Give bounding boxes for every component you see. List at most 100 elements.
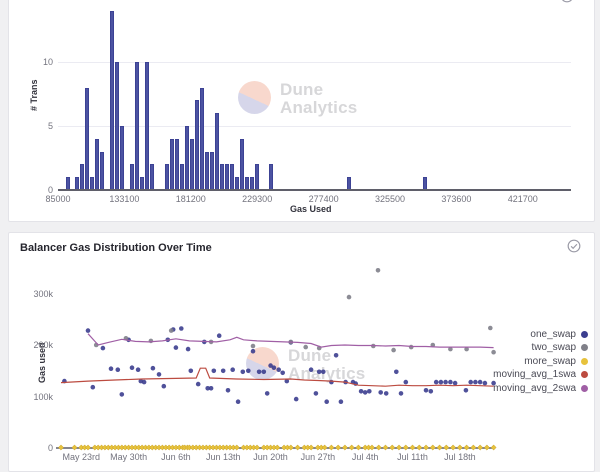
- one_swap-point[interactable]: [161, 383, 167, 389]
- more-swap-point[interactable]: [233, 444, 240, 451]
- one_swap-point[interactable]: [115, 367, 121, 372]
- histogram-bar[interactable]: [180, 164, 184, 190]
- one_swap-point[interactable]: [135, 367, 141, 372]
- histogram-bar[interactable]: [144, 62, 149, 190]
- histogram-bar[interactable]: [204, 151, 209, 190]
- histogram-bar[interactable]: [229, 164, 234, 190]
- more-swap-point[interactable]: [490, 444, 497, 451]
- more-swap-point[interactable]: [294, 444, 301, 451]
- histogram-bar[interactable]: [170, 138, 174, 190]
- more-swap-point[interactable]: [375, 444, 382, 451]
- one_swap-point[interactable]: [463, 388, 469, 393]
- one_swap-point[interactable]: [438, 379, 444, 385]
- one_swap-point[interactable]: [308, 367, 314, 372]
- more-swap-point[interactable]: [274, 444, 281, 451]
- one_swap-point[interactable]: [156, 372, 162, 377]
- two_swap-point[interactable]: [375, 268, 381, 273]
- more-swap-point[interactable]: [58, 444, 64, 451]
- one_swap-point[interactable]: [280, 370, 286, 376]
- one_swap-point[interactable]: [333, 353, 339, 358]
- one_swap-point[interactable]: [284, 378, 290, 384]
- more-swap-point[interactable]: [71, 444, 78, 451]
- one_swap-point[interactable]: [473, 379, 478, 385]
- histogram-bar[interactable]: [120, 126, 125, 190]
- one_swap-point[interactable]: [293, 396, 299, 402]
- histogram-bar[interactable]: [100, 151, 105, 190]
- one_swap-point[interactable]: [119, 392, 125, 397]
- two_swap-point[interactable]: [491, 349, 496, 355]
- one_swap-point[interactable]: [246, 368, 251, 374]
- one_swap-point[interactable]: [423, 388, 429, 393]
- more-swap-point[interactable]: [355, 444, 362, 451]
- histogram-bar[interactable]: [165, 164, 170, 190]
- more-swap-point[interactable]: [287, 444, 294, 451]
- histogram-bar[interactable]: [219, 164, 224, 190]
- legend-item-moving_avg_2swa[interactable]: moving_avg_2swa: [493, 382, 588, 395]
- more-swap-point[interactable]: [456, 444, 463, 451]
- histogram-bar[interactable]: [189, 138, 194, 190]
- one_swap-point[interactable]: [90, 384, 96, 390]
- one_swap-point[interactable]: [141, 379, 147, 385]
- one_swap-point[interactable]: [403, 379, 409, 385]
- one_swap-point[interactable]: [208, 386, 214, 391]
- histogram-bar[interactable]: [199, 87, 204, 190]
- one_swap-point[interactable]: [250, 348, 256, 354]
- histogram-bar[interactable]: [194, 100, 199, 190]
- histogram-bar[interactable]: [95, 138, 100, 190]
- more-swap-point[interactable]: [308, 444, 315, 451]
- more-swap-point[interactable]: [396, 444, 402, 451]
- two_swap-point[interactable]: [168, 328, 174, 333]
- one_swap-point[interactable]: [185, 346, 191, 352]
- one_swap-point[interactable]: [367, 389, 372, 394]
- more-swap-point[interactable]: [409, 444, 416, 451]
- one_swap-point[interactable]: [313, 391, 319, 396]
- legend-item-more_swap[interactable]: more_swap: [493, 355, 588, 368]
- one_swap-point[interactable]: [85, 328, 91, 333]
- one_swap-point[interactable]: [108, 366, 114, 371]
- one_swap-point[interactable]: [188, 368, 194, 374]
- more-swap-point[interactable]: [416, 444, 423, 451]
- one_swap-point[interactable]: [205, 386, 210, 391]
- one_swap-point[interactable]: [264, 391, 270, 396]
- one_swap-point[interactable]: [321, 369, 326, 375]
- histogram-bar[interactable]: [135, 62, 139, 190]
- more-swap-point[interactable]: [463, 444, 470, 451]
- histogram-bar[interactable]: [214, 113, 219, 190]
- more-swap-point[interactable]: [335, 444, 342, 451]
- one_swap-point[interactable]: [358, 389, 364, 394]
- one_swap-point[interactable]: [276, 367, 282, 372]
- one_swap-point[interactable]: [394, 369, 399, 375]
- more-swap-point[interactable]: [254, 444, 260, 451]
- one_swap-point[interactable]: [383, 391, 389, 396]
- more-swap-point[interactable]: [436, 444, 443, 451]
- two_swap-point[interactable]: [488, 325, 493, 331]
- one_swap-point[interactable]: [324, 399, 330, 404]
- one_swap-point[interactable]: [230, 367, 235, 372]
- one_swap-point[interactable]: [398, 391, 404, 396]
- one_swap-point[interactable]: [482, 380, 488, 386]
- one_swap-point[interactable]: [173, 345, 179, 350]
- histogram-bar[interactable]: [239, 138, 244, 190]
- histogram-bar[interactable]: [269, 164, 274, 190]
- one_swap-point[interactable]: [179, 326, 184, 331]
- more-swap-point[interactable]: [369, 444, 375, 451]
- histogram-bar[interactable]: [85, 87, 90, 190]
- legend-item-two_swap[interactable]: two_swap: [493, 342, 588, 355]
- one_swap-point[interactable]: [216, 333, 222, 338]
- one_swap-point[interactable]: [443, 379, 448, 385]
- one_swap-point[interactable]: [362, 390, 368, 395]
- histogram-bar[interactable]: [184, 126, 189, 190]
- more-swap-point[interactable]: [389, 444, 396, 451]
- one_swap-point[interactable]: [468, 379, 474, 385]
- one_swap-point[interactable]: [378, 390, 384, 395]
- two_swap-point[interactable]: [464, 346, 469, 352]
- one_swap-point[interactable]: [195, 381, 201, 387]
- one_swap-point[interactable]: [150, 365, 156, 371]
- one_swap-point[interactable]: [433, 379, 439, 385]
- histogram-bar[interactable]: [80, 164, 85, 190]
- one_swap-point[interactable]: [448, 379, 453, 385]
- one_swap-point[interactable]: [428, 389, 434, 394]
- one_swap-point[interactable]: [240, 369, 246, 375]
- two_swap-point[interactable]: [346, 294, 352, 300]
- one_swap-point[interactable]: [235, 399, 241, 404]
